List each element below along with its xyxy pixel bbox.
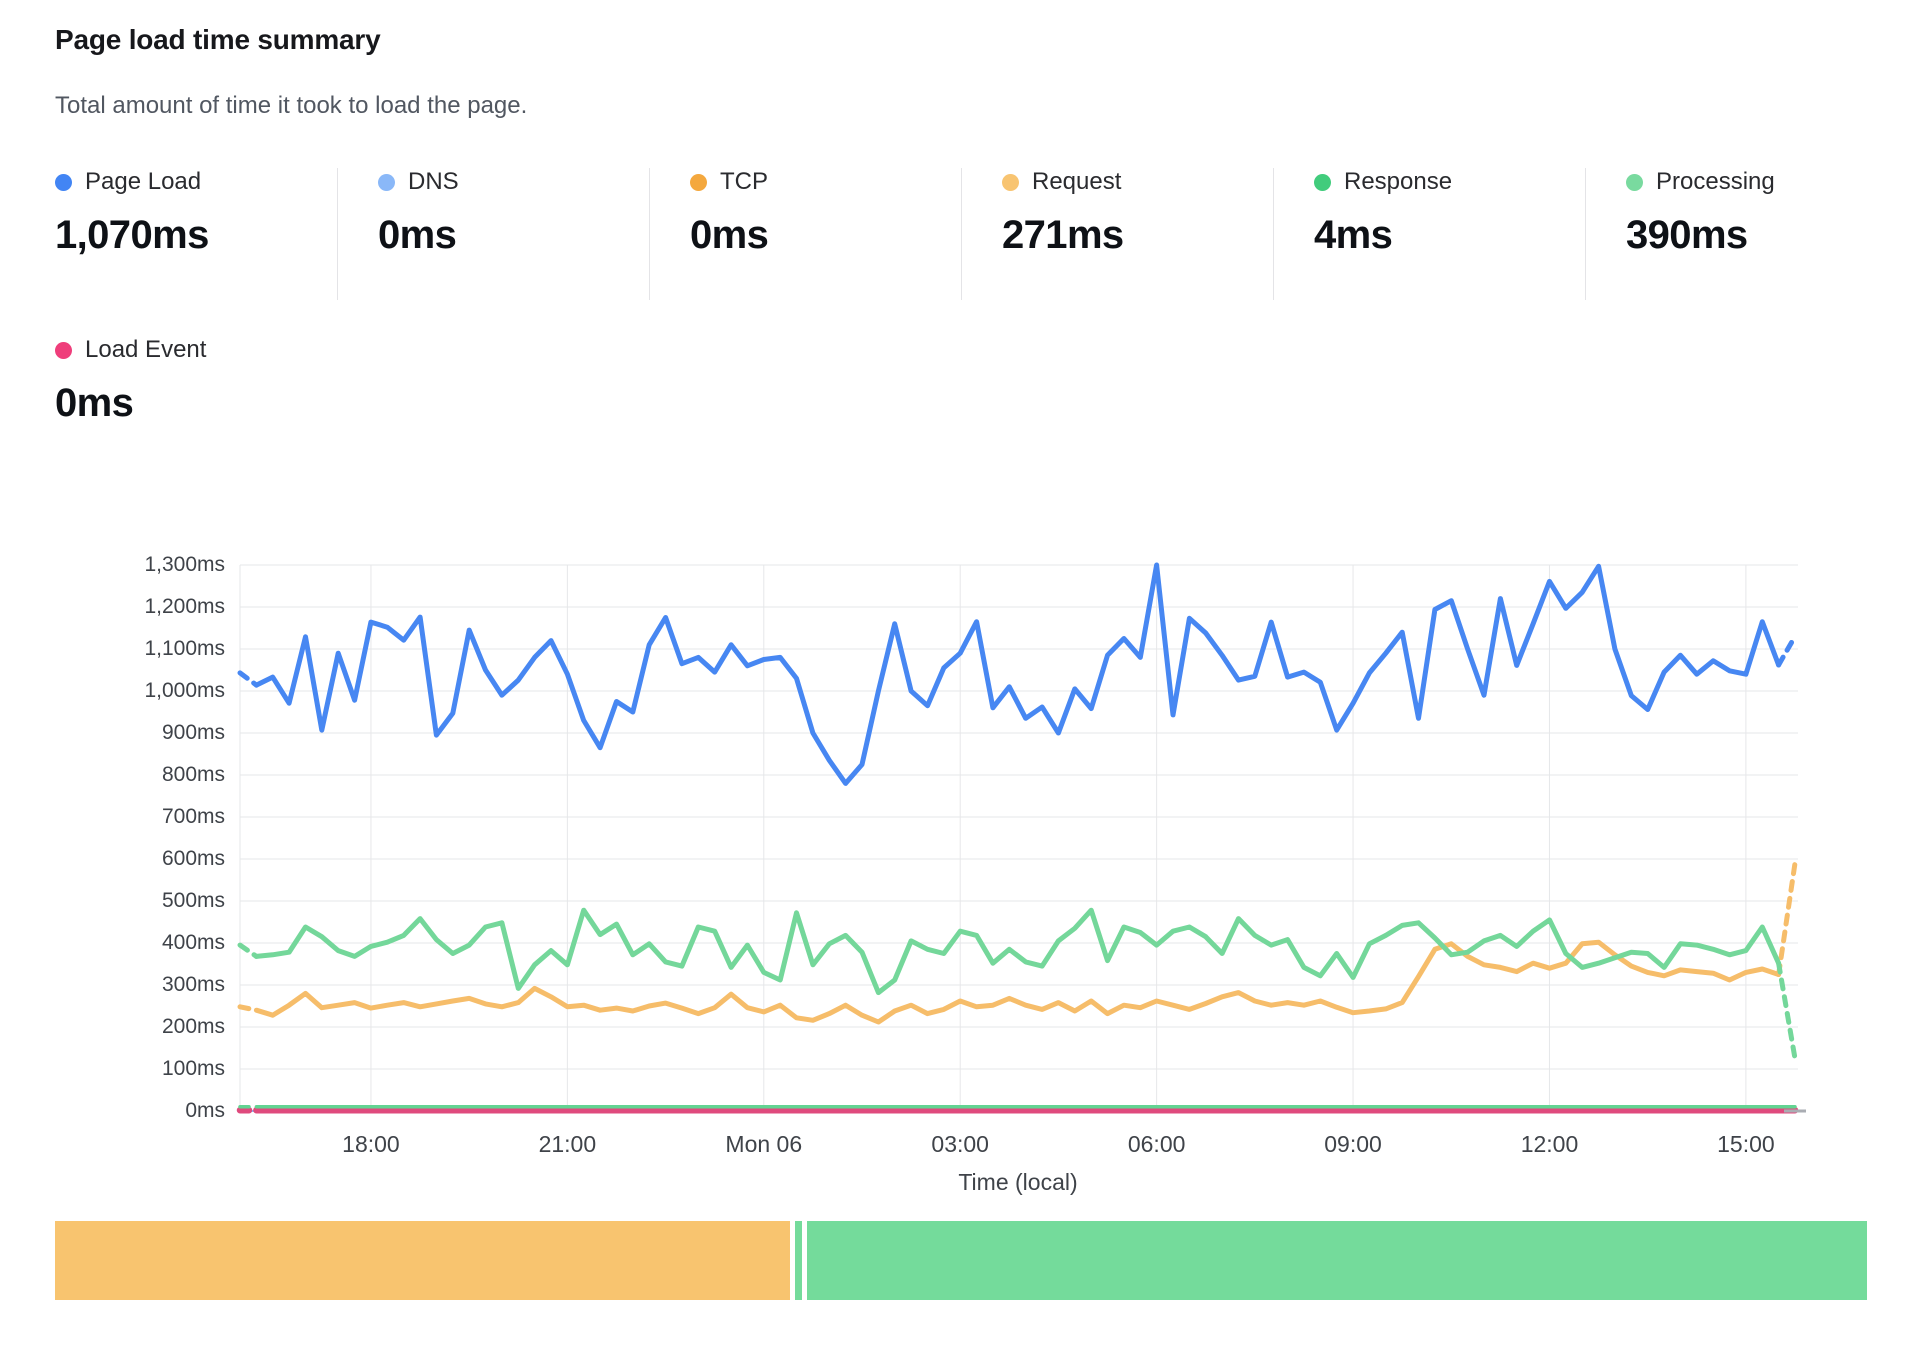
time-range-bar[interactable] xyxy=(55,1221,1867,1300)
summary-card-value: 390ms xyxy=(1626,213,1748,257)
series-dash-end-processing xyxy=(1776,960,1798,1061)
summary-card-header: Load Event xyxy=(55,336,337,364)
legend-dot-icon xyxy=(1002,173,1019,191)
summary-card-page-load[interactable]: Page Load 1,070ms xyxy=(55,168,337,300)
legend-dot-icon xyxy=(55,173,72,191)
summary-card-header: Processing xyxy=(1626,168,1897,196)
summary-card-label: Response xyxy=(1344,168,1453,195)
legend-dot-icon xyxy=(690,173,707,191)
summary-card-tcp[interactable]: TCP 0ms xyxy=(649,168,961,300)
summary-card-dns[interactable]: DNS 0ms xyxy=(337,168,649,300)
legend-dot-icon xyxy=(378,173,395,191)
summary-card-label: TCP xyxy=(720,168,768,195)
summary-card-label: Page Load xyxy=(85,168,202,195)
summary-card-value: 4ms xyxy=(1314,213,1393,257)
summary-card-header: TCP xyxy=(690,168,961,196)
series-line-processing xyxy=(253,907,1782,996)
summary-card-value: 0ms xyxy=(378,213,457,257)
summary-card-load-event[interactable]: Load Event 0ms xyxy=(55,336,337,426)
summary-card-value: 271ms xyxy=(1002,213,1124,257)
summary-card-header: DNS xyxy=(378,168,649,196)
series-dash-end-request xyxy=(1776,860,1798,977)
time-range-segment-divider-sliver[interactable] xyxy=(795,1221,802,1300)
summary-card-request[interactable]: Request 271ms xyxy=(961,168,1273,300)
series-dash-end-page-load xyxy=(1776,633,1798,668)
series-dash-start-processing xyxy=(237,942,259,959)
legend-dot-icon xyxy=(1626,173,1643,191)
series-dash-start-request xyxy=(237,1004,259,1013)
summary-cards-row-secondary: Load Event 0ms xyxy=(55,336,337,426)
series-line-request xyxy=(253,939,1782,1025)
summary-card-header: Response xyxy=(1314,168,1585,196)
legend-dot-icon xyxy=(1314,173,1331,191)
page-title: Page load time summary xyxy=(55,24,381,55)
summary-card-processing[interactable]: Processing 390ms xyxy=(1585,168,1897,300)
summary-card-label: DNS xyxy=(408,168,459,195)
summary-card-value: 0ms xyxy=(55,381,134,425)
summary-cards-row: Page Load 1,070ms DNS 0ms TCP 0ms Request 271ms… xyxy=(55,168,1897,300)
summary-card-response[interactable]: Response 4ms xyxy=(1273,168,1585,300)
time-range-segment-processing-span[interactable] xyxy=(807,1221,1867,1300)
summary-card-label: Processing xyxy=(1656,168,1775,195)
series-line-page-load xyxy=(253,562,1782,786)
time-range-segment-request-span[interactable] xyxy=(55,1221,790,1300)
summary-card-label: Request xyxy=(1032,168,1122,195)
legend-dot-icon xyxy=(55,341,72,359)
series-dash-start-page-load xyxy=(237,670,259,688)
page-subtitle: Total amount of time it took to load the… xyxy=(55,92,528,119)
summary-card-header: Page Load xyxy=(55,168,337,196)
summary-card-value: 0ms xyxy=(690,213,769,257)
summary-card-header: Request xyxy=(1002,168,1273,196)
summary-card-label: Load Event xyxy=(85,336,207,363)
summary-card-value: 1,070ms xyxy=(55,213,209,257)
